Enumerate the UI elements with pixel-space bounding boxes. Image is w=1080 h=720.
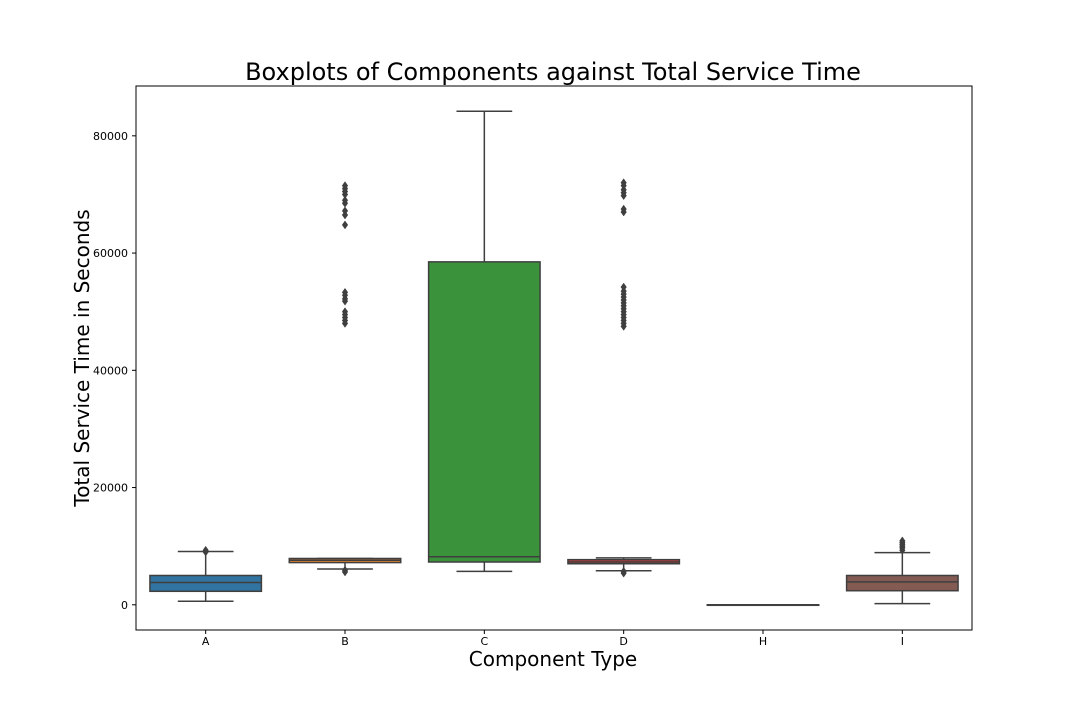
plot-frame [135, 85, 973, 631]
x-tick-label: C [480, 635, 488, 648]
x-tick-label: B [341, 635, 349, 648]
box-I [845, 574, 959, 592]
outlier-B-6 [341, 307, 349, 317]
box-group-I [845, 536, 959, 605]
outlier-B-10 [341, 287, 349, 297]
outlier-B-11 [341, 220, 349, 230]
x-tick-label: I [901, 635, 904, 648]
box-group-A [149, 545, 263, 603]
outlier-B-19 [341, 181, 349, 191]
box-C [427, 261, 541, 563]
box-group-D [567, 178, 681, 578]
outlier-B-13 [341, 206, 349, 216]
outlier-I-5 [899, 536, 906, 546]
box-group-C [427, 110, 541, 573]
outlier-D-22 [620, 178, 627, 188]
outlier-D-17 [620, 204, 627, 214]
outlier-B-1 [341, 565, 349, 575]
outlier-A-1 [202, 545, 209, 555]
x-tick-label: A [202, 635, 210, 648]
outlier-D-1 [620, 566, 627, 576]
outlier-D-15 [620, 282, 627, 292]
y-tick-label: 60000 [93, 247, 128, 260]
ticks-layer: 0 20000 40000 60000 80000 A B C D H I [93, 130, 904, 648]
y-tick-label: 80000 [93, 130, 128, 143]
x-axis-label: Component Type [469, 647, 637, 671]
x-tick-label: H [759, 635, 767, 648]
boxes-layer [149, 110, 959, 607]
x-tick-label: D [619, 635, 627, 648]
box-group-B [288, 181, 402, 577]
y-tick-label: 40000 [93, 364, 128, 377]
y-tick-label: 20000 [93, 482, 128, 495]
y-tick-label: 0 [121, 599, 128, 612]
outlier-B-15 [341, 195, 349, 205]
chart-title: Boxplots of Components against Total Ser… [245, 58, 861, 86]
y-axis-label: Total Service Time in Seconds [70, 209, 94, 507]
box-group-H [706, 604, 820, 607]
box-A [149, 574, 263, 593]
